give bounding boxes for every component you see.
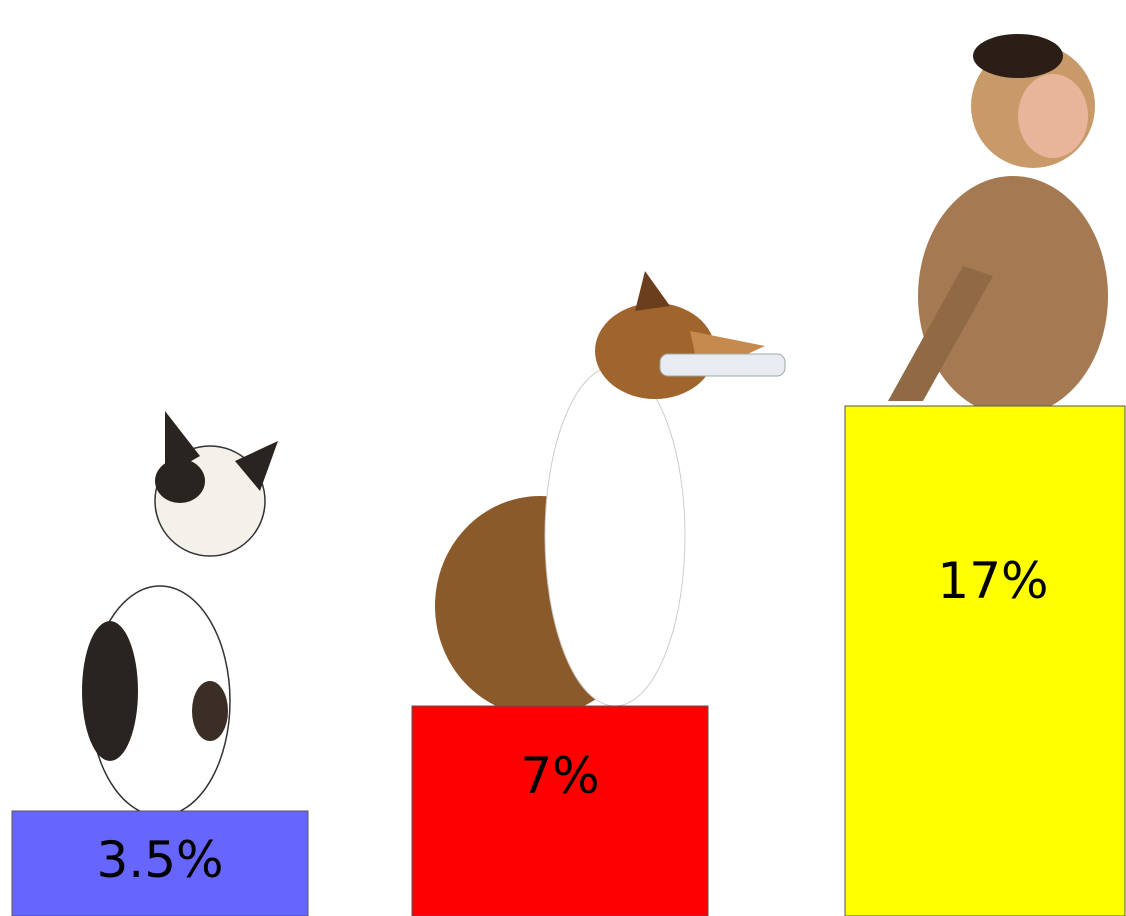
cat-patch [192,681,228,741]
bar [11,810,309,916]
cat-patch [82,621,138,761]
monkey-arm [888,266,993,401]
value-label: 17% [937,552,1048,610]
dog-paper [659,353,786,377]
value-label: 3.5% [96,831,223,889]
monkey-face [1018,74,1088,158]
dog-chest [544,365,686,707]
value-label: 7% [520,747,599,805]
cat-patch [155,459,205,503]
bar [411,705,709,916]
animal [82,411,278,817]
bar [844,405,1126,916]
monkey-cap [973,34,1063,78]
dog-ear [635,271,670,311]
animal [435,271,786,716]
cat-ear [235,441,278,491]
animal [888,34,1108,416]
monkey-body [918,176,1108,416]
